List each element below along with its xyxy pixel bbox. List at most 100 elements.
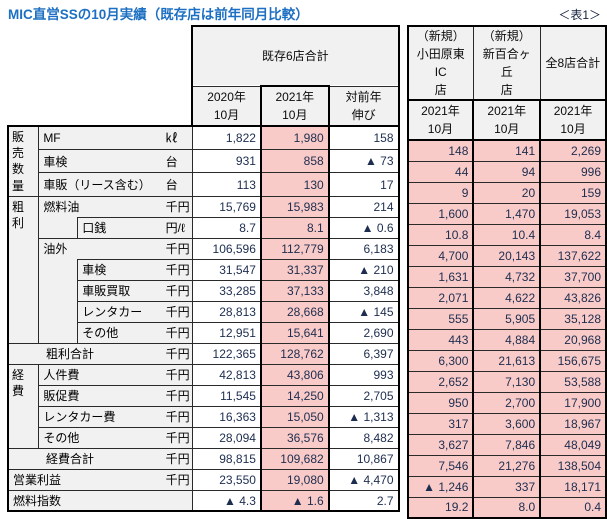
value-cell: 130 — [259, 172, 330, 197]
page-title: MIC直営SSの10月実績（既存店は前年同月比較） — [8, 7, 309, 22]
row-label: 燃料油 — [38, 195, 164, 218]
table-row: 555 5,905 35,128 — [406, 307, 607, 330]
value-cell: 7,546 — [406, 454, 475, 477]
unit-cell: 千円 — [163, 195, 193, 218]
value-cell: 28,094 — [191, 426, 262, 449]
row-label: 人件費 — [38, 363, 164, 386]
value-cell: 950 — [406, 391, 475, 414]
value-cell: 12,951 — [191, 321, 262, 344]
col-header-yoy: 対前年 伸び — [328, 85, 400, 127]
value-cell: 20,968 — [539, 328, 607, 351]
value-cell: 3,627 — [406, 433, 475, 456]
table-row: 油外 千円 106,596 112,779 6,183 — [8, 237, 400, 260]
value-cell: 37,700 — [539, 265, 607, 288]
existing-group-header: 既存6店合計 — [191, 25, 400, 87]
value-cell: ▲ 210 — [328, 258, 400, 281]
row-label: 販促費 — [38, 384, 164, 407]
table-row: レンタカー費 千円 16,363 15,050 ▲ 1,313 — [8, 405, 400, 428]
table-row: 317 3,600 18,967 — [406, 412, 607, 435]
value-cell: 19,053 — [539, 202, 607, 225]
value-cell: 3,600 — [472, 412, 542, 435]
existing-stores-table: 既存6店合計 2020年 10月 2021年 10月 対前年 伸び 販売数量 M… — [6, 25, 400, 513]
table-row: 3,627 7,846 48,049 — [406, 433, 607, 456]
col-header-2020-oct: 2020年 10月 — [191, 85, 262, 127]
value-cell: ▲ 4.3 — [191, 489, 262, 513]
table-row: ▲ 1,246 337 18,171 — [406, 475, 607, 498]
unit-cell: 千円 — [163, 342, 193, 365]
value-cell: 109,682 — [259, 447, 330, 470]
group-cell-expense: 経費 — [7, 363, 40, 449]
row-label-fuel-index: 燃料指数 — [6, 489, 193, 513]
table-number-tag: ＜表1＞ — [558, 8, 601, 22]
value-cell: 20 — [472, 181, 542, 204]
value-cell: 4,622 — [472, 286, 542, 309]
row-label-subtotal: 経費合計 — [7, 447, 164, 470]
table-row: 車販（リース含む） 台 113 130 17 — [8, 172, 400, 197]
table-row: 経費合計 千円 98,815 109,682 10,867 — [7, 447, 400, 470]
value-cell: 35,128 — [539, 307, 607, 330]
value-cell: 158 — [328, 124, 400, 150]
value-cell: 15,641 — [259, 321, 330, 344]
value-cell: 15,983 — [259, 195, 330, 218]
value-cell: 6,183 — [328, 237, 400, 260]
value-cell: 8.7 — [191, 216, 262, 239]
value-cell: 28,668 — [259, 300, 330, 323]
col-header-2021-oct-new2: 2021年 10月 — [472, 99, 542, 141]
row-label: 油外 — [38, 237, 164, 260]
value-cell: 113 — [191, 172, 262, 197]
value-cell: 443 — [406, 328, 475, 351]
row-label-subtotal: 粗利合計 — [7, 342, 164, 365]
value-cell: 36,576 — [259, 426, 330, 449]
value-cell: 0.4 — [539, 496, 607, 519]
value-cell: 11,545 — [191, 384, 262, 407]
value-cell: 106,596 — [191, 237, 262, 260]
value-cell: 15,050 — [259, 405, 330, 428]
value-cell: 1,980 — [259, 124, 330, 150]
value-cell: 20,143 — [472, 244, 542, 267]
value-cell: ▲ 0.6 — [328, 216, 400, 239]
value-cell: 1,631 — [406, 265, 475, 288]
value-cell: 159 — [539, 181, 607, 204]
group-cell-sales: 販売数量 — [7, 124, 40, 197]
value-cell: 128,762 — [259, 342, 330, 365]
col-header-2021-oct-all: 2021年 10月 — [539, 99, 607, 141]
unit-cell: 千円 — [163, 468, 193, 491]
row-label: レンタカー費 — [38, 405, 164, 428]
value-cell: 31,337 — [259, 258, 330, 281]
table-row: 7,546 21,276 138,504 — [406, 454, 607, 477]
table-row: 燃料指数 ▲ 4.3 ▲ 1.6 2.7 — [6, 489, 400, 513]
value-cell: 10,867 — [328, 447, 400, 470]
value-cell: 137,622 — [539, 244, 607, 267]
table-row: 粗利合計 千円 122,365 128,762 6,397 — [7, 342, 400, 365]
header-row-stores: （新規） 小田原東IC 店 （新規） 新百合ヶ丘 店 全8店合計 — [406, 25, 607, 101]
value-cell: 2,269 — [539, 139, 607, 162]
value-cell: 996 — [539, 160, 607, 183]
value-cell: 1,470 — [472, 202, 542, 225]
value-cell: 43,826 — [539, 286, 607, 309]
value-cell: 993 — [328, 363, 400, 386]
table-row: 10.8 10.4 8.4 — [406, 223, 607, 246]
table-row: 1,600 1,470 19,053 — [406, 202, 607, 225]
table-row: 経費 人件費 千円 42,813 43,806 993 — [7, 363, 400, 449]
row-label: その他 — [38, 426, 164, 449]
unit-cell: 千円 — [163, 258, 193, 281]
table-row: 6,300 21,613 156,675 — [406, 349, 607, 372]
value-cell: 2,700 — [472, 391, 542, 414]
row-label: 車検 — [38, 148, 164, 174]
value-cell: 156,675 — [539, 349, 607, 372]
value-cell: 141 — [472, 139, 542, 162]
value-cell: 53,588 — [539, 370, 607, 393]
table-row: 950 2,700 17,900 — [406, 391, 607, 414]
col-header-2021-oct-new1: 2021年 10月 — [406, 99, 475, 141]
store-header-all: 全8店合計 — [539, 25, 607, 101]
unit-cell: 千円 — [163, 384, 193, 407]
header-row-period: 2020年 10月 2021年 10月 対前年 伸び — [8, 85, 400, 127]
value-cell: 2,652 — [406, 370, 475, 393]
results-tables: 既存6店合計 2020年 10月 2021年 10月 対前年 伸び 販売数量 M… — [6, 25, 607, 519]
unit-cell: ㎘ — [163, 124, 193, 150]
value-cell: 8.1 — [259, 216, 330, 239]
unit-cell: 千円 — [163, 363, 193, 386]
store-header-new1: （新規） 小田原東IC 店 — [406, 25, 474, 101]
value-cell: 7,130 — [472, 370, 542, 393]
value-cell: 7,846 — [472, 433, 542, 456]
